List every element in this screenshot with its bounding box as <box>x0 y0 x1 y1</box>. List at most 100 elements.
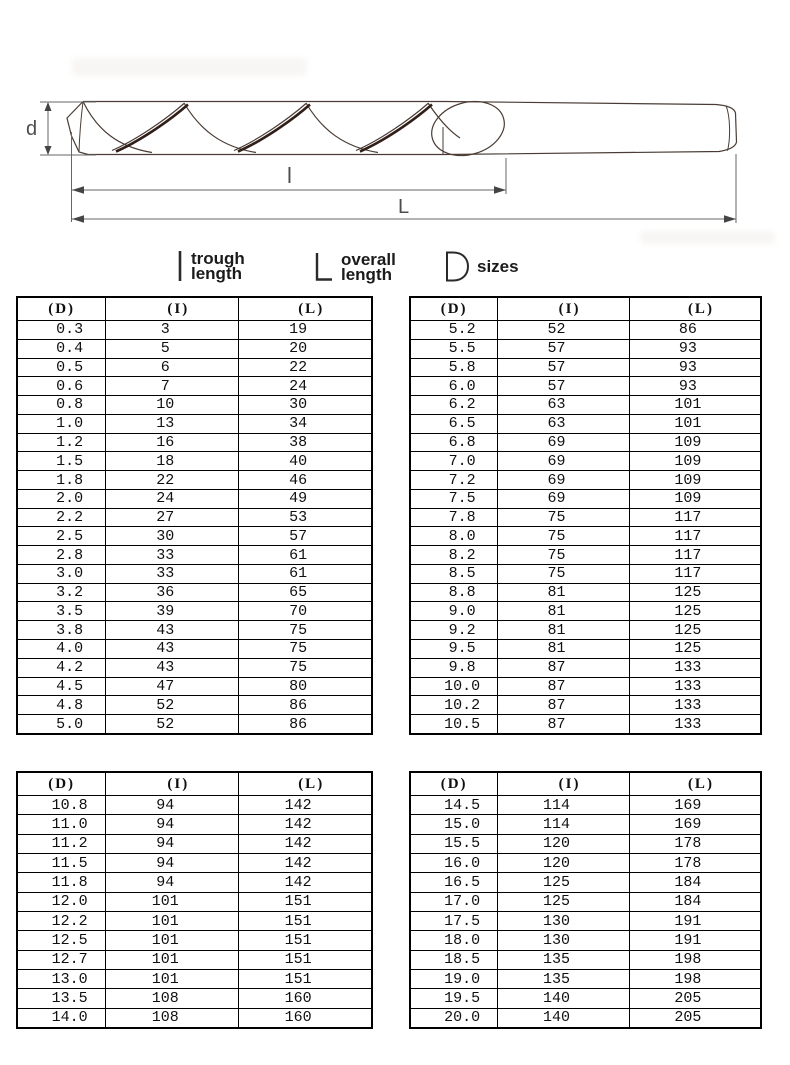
table-cell: 52 <box>105 714 240 735</box>
column-header-I: (I) <box>497 296 630 321</box>
table-row: 8.2 75 117 <box>409 545 762 565</box>
table-cell: 75 <box>238 620 373 641</box>
table-cell: 140 <box>497 988 630 1009</box>
table-row: 0.5 6 22 <box>16 357 373 378</box>
table-cell: 81 <box>497 601 630 622</box>
table-cell: 125 <box>497 891 630 912</box>
table-cell: 9.8 <box>409 657 499 678</box>
spec-table-top-left: (D) (I) (L) 0.3 3 19 0.4 5 20 0.5 6 22 0.6 7 24 0.8 1… <box>16 296 373 735</box>
table-cell: 6.5 <box>409 413 499 434</box>
legend-item-sizes: sizes <box>444 251 519 282</box>
table-row: 0.6 7 24 <box>16 376 373 397</box>
table-cell: 114 <box>497 814 630 835</box>
table-cell: 142 <box>238 872 373 893</box>
table-cell: 160 <box>238 988 373 1009</box>
table-cell: 43 <box>105 657 240 678</box>
table-cell: 63 <box>497 413 630 434</box>
table-cell: 117 <box>628 507 762 528</box>
table-row: 15.5 120 178 <box>409 833 762 854</box>
table-cell: 65 <box>238 582 373 603</box>
table-cell: 125 <box>628 601 762 622</box>
table-cell: 12.5 <box>16 930 107 951</box>
table-cell: 94 <box>105 794 240 816</box>
table-cell: 10.2 <box>409 695 499 716</box>
table-row: 7.2 69 109 <box>409 470 762 490</box>
table-cell: 24 <box>238 376 373 397</box>
table-cell: 133 <box>628 676 762 697</box>
table-cell: 7.8 <box>409 507 499 528</box>
table-cell: 14.0 <box>16 1007 107 1029</box>
table-row: 13.5 108 160 <box>16 988 373 1009</box>
table-cell: 184 <box>628 872 762 893</box>
table-cell: 81 <box>497 639 630 659</box>
table-cell: 169 <box>628 814 762 835</box>
table-cell: 108 <box>105 1007 240 1029</box>
table-cell: 69 <box>497 451 630 472</box>
table-cell: 53 <box>238 507 373 528</box>
table-cell: 47 <box>105 676 240 697</box>
table-cell: 151 <box>238 968 373 990</box>
table-cell: 69 <box>497 488 630 509</box>
table-cell: 6.2 <box>409 395 499 415</box>
table-row: 8.0 75 117 <box>409 526 762 547</box>
table-cell: 36 <box>105 582 240 603</box>
table-cell: 5.8 <box>409 357 499 378</box>
table-cell: 16 <box>105 432 240 453</box>
table-cell: 2.5 <box>16 526 107 547</box>
arrow-left-icon <box>72 215 84 223</box>
table-cell: 5.2 <box>409 320 499 340</box>
table-row: 9.5 81 125 <box>409 639 762 659</box>
table-cell: 10.0 <box>409 676 499 697</box>
column-header-D: (D) <box>16 771 107 796</box>
table-row: 12.0 101 151 <box>16 891 373 912</box>
arrow-right-icon <box>494 186 506 194</box>
column-header-L: (L) <box>238 771 373 796</box>
table-cell: 4.8 <box>16 695 107 716</box>
table-cell: 2.8 <box>16 545 107 565</box>
overall-length-L-icon <box>315 253 332 281</box>
column-header-D: (D) <box>409 771 499 796</box>
table-cell: 18.5 <box>409 949 499 970</box>
table-cell: 12.2 <box>16 910 107 932</box>
table-row: 11.2 94 142 <box>16 833 373 854</box>
table-cell: 22 <box>105 470 240 490</box>
table-cell: 101 <box>105 930 240 951</box>
table-cell: 101 <box>105 949 240 970</box>
table-cell: 9.0 <box>409 601 499 622</box>
column-header-I: (I) <box>105 771 240 796</box>
table-row: 9.2 81 125 <box>409 620 762 641</box>
table-cell: 57 <box>497 338 630 359</box>
table-cell: 93 <box>628 376 762 397</box>
table-row: 7.8 75 117 <box>409 507 762 528</box>
table-cell: 15.5 <box>409 833 499 854</box>
table-cell: 86 <box>238 695 373 716</box>
table-cell: 81 <box>497 582 630 603</box>
table-row: 0.8 10 30 <box>16 395 373 415</box>
table-cell: 101 <box>105 968 240 990</box>
table-cell: 191 <box>628 910 762 932</box>
arrow-left-icon <box>72 186 84 194</box>
table-cell: 18.0 <box>409 930 499 951</box>
table-cell: 16.5 <box>409 872 499 893</box>
table-cell: 57 <box>238 526 373 547</box>
table-cell: 108 <box>105 988 240 1009</box>
watermark-remnant <box>72 58 307 76</box>
table-row: 5.5 57 93 <box>409 338 762 359</box>
table-cell: 7 <box>105 376 240 397</box>
table-cell: 3.5 <box>16 601 107 622</box>
dimension-label-l: l <box>287 163 292 188</box>
dimension-label-L: L <box>398 196 409 218</box>
table-cell: 117 <box>628 545 762 565</box>
table-cell: 109 <box>628 488 762 509</box>
table-cell: 10 <box>105 395 240 415</box>
table-cell: 11.5 <box>16 852 107 874</box>
table-cell: 125 <box>628 582 762 603</box>
table-cell: 142 <box>238 814 373 835</box>
table-cell: 101 <box>105 910 240 932</box>
table-cell: 18 <box>105 451 240 472</box>
table-row: 7.0 69 109 <box>409 451 762 472</box>
table-cell: 70 <box>238 601 373 622</box>
table-cell: 151 <box>238 891 373 912</box>
table-row: 0.3 3 19 <box>16 320 373 340</box>
